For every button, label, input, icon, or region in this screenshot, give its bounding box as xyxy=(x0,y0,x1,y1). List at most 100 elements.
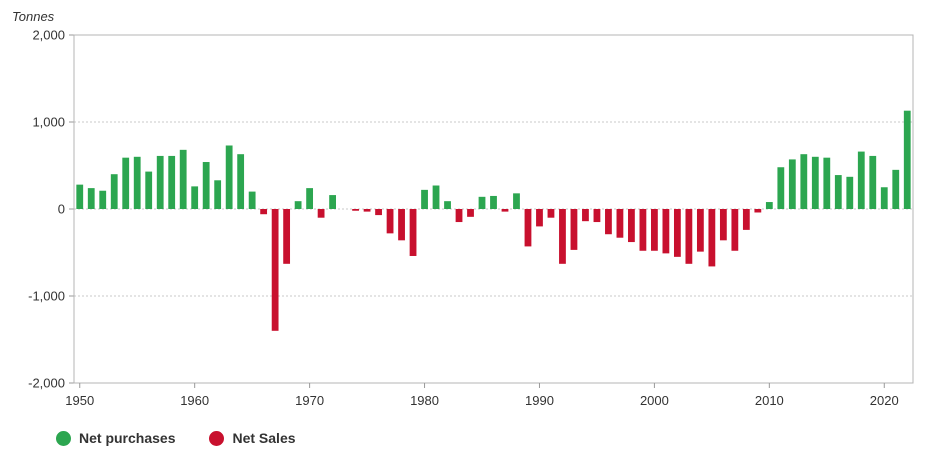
bar-net-sale xyxy=(582,209,589,222)
bar-net-purchase xyxy=(834,175,842,209)
y-tick-label: -2,000 xyxy=(28,376,65,391)
x-tick-label: 2000 xyxy=(640,393,669,408)
bar-net-purchase xyxy=(306,188,314,209)
x-tick-label: 2020 xyxy=(870,393,899,408)
x-tick-label: 1970 xyxy=(295,393,324,408)
bar-net-sale xyxy=(662,209,670,254)
bar-net-sale xyxy=(363,209,371,212)
bar-net-purchase xyxy=(87,188,95,209)
y-axis-unit-label: Tonnes xyxy=(12,9,55,24)
bar-net-purchase xyxy=(225,145,233,209)
bar-net-sale xyxy=(501,209,509,212)
bar-net-sale xyxy=(628,209,635,243)
bar-net-purchase xyxy=(248,191,256,209)
bar-net-purchase xyxy=(777,167,785,209)
bar-net-purchase xyxy=(156,155,164,209)
bar-net-purchase xyxy=(765,202,773,209)
bar-net-purchase xyxy=(903,110,911,209)
bar-net-sale xyxy=(685,209,693,264)
bar-net-sale xyxy=(455,209,463,223)
x-tick-label: 1960 xyxy=(180,393,209,408)
x-axis-ticks: 1950 1960 1970 1980 1990 2000 2010 2020 xyxy=(65,383,899,408)
bar-net-sale xyxy=(673,209,681,257)
y-tick-label: -1,000 xyxy=(28,289,65,304)
bar-net-purchase xyxy=(76,184,84,209)
x-tick-label: 2010 xyxy=(755,393,784,408)
bar-net-purchase xyxy=(421,189,428,209)
x-tick-label: 1990 xyxy=(525,393,554,408)
bar-net-sale xyxy=(260,209,268,215)
bar-net-sale xyxy=(467,209,474,217)
bar-net-purchase xyxy=(892,169,900,209)
bar-net-purchase xyxy=(179,149,187,209)
bar-net-sale xyxy=(639,209,647,251)
bar-net-purchase xyxy=(788,159,796,209)
legend-swatch-net-sales xyxy=(209,430,225,446)
plot-frame xyxy=(73,34,914,384)
bar-net-sale xyxy=(593,209,601,223)
y-tick-label: 2,000 xyxy=(32,28,65,43)
bar-net-purchase xyxy=(490,195,497,209)
bar-net-purchase xyxy=(145,171,153,209)
bar-net-purchase xyxy=(846,176,854,209)
bar-net-sale xyxy=(375,209,382,216)
legend-swatch-net-purchases xyxy=(56,430,71,446)
bar-net-purchase xyxy=(99,190,107,209)
bar-net-sale xyxy=(524,209,532,247)
bar-net-purchase xyxy=(869,155,877,209)
bar-net-purchase xyxy=(478,196,486,209)
legend-label-net-purchases: Net purchases xyxy=(79,430,176,446)
bar-net-sale xyxy=(536,209,543,227)
bar-net-sale xyxy=(547,209,555,218)
bar-net-sale xyxy=(559,209,566,264)
y-tick-label: 1,000 xyxy=(32,115,65,130)
legend: Net purchases Net Sales xyxy=(56,430,296,446)
y-axis-ticks: 2,000 1,000 0 -1,000 -2,000 xyxy=(28,28,74,391)
bar-net-purchase xyxy=(811,156,819,209)
bar-net-purchase xyxy=(168,155,176,209)
bar-net-purchase xyxy=(110,174,118,209)
legend-label-net-sales: Net Sales xyxy=(232,430,296,446)
bar-net-purchase xyxy=(800,154,808,209)
bars xyxy=(76,110,911,331)
bar-net-purchase xyxy=(202,162,210,209)
legend-item-net-sales: Net Sales xyxy=(209,430,296,446)
x-tick-label: 1980 xyxy=(410,393,439,408)
bar-net-purchase xyxy=(513,193,520,209)
bar-net-purchase xyxy=(122,157,130,209)
bar-net-purchase xyxy=(432,185,440,209)
bar-net-sale xyxy=(271,209,279,331)
bar-net-sale xyxy=(719,209,727,241)
bar-net-sale xyxy=(605,209,612,235)
bar-net-sale xyxy=(616,209,624,238)
bar-net-sale xyxy=(570,209,578,250)
bar-net-sale xyxy=(696,209,704,252)
bar-net-sale xyxy=(386,209,394,234)
legend-item-net-purchases: Net purchases xyxy=(56,430,175,446)
bar-net-purchase xyxy=(237,154,245,209)
bar-net-sale xyxy=(409,209,417,256)
bar-net-sale xyxy=(283,209,291,264)
bar-net-purchase xyxy=(294,201,302,209)
bar-net-purchase xyxy=(444,201,451,209)
bar-net-purchase xyxy=(191,186,199,209)
bar-net-purchase xyxy=(823,157,831,209)
bar-net-purchase xyxy=(880,187,888,209)
y-tick-label: 0 xyxy=(58,202,65,217)
bar-net-sale xyxy=(651,209,658,251)
bar-net-purchase xyxy=(133,156,141,209)
bar-net-sale xyxy=(754,209,762,213)
bar-net-purchase xyxy=(329,195,336,209)
bar-net-sale xyxy=(352,209,359,211)
bar-net-sale xyxy=(742,209,750,230)
bar-net-purchase xyxy=(857,151,865,209)
bar-net-sale xyxy=(398,209,405,241)
bar-net-purchase xyxy=(214,180,222,209)
bar-net-sale xyxy=(708,209,716,267)
bar-net-sale xyxy=(731,209,739,251)
x-tick-label: 1950 xyxy=(65,393,94,408)
plot-border xyxy=(73,34,914,384)
bar-net-sale xyxy=(317,209,325,218)
